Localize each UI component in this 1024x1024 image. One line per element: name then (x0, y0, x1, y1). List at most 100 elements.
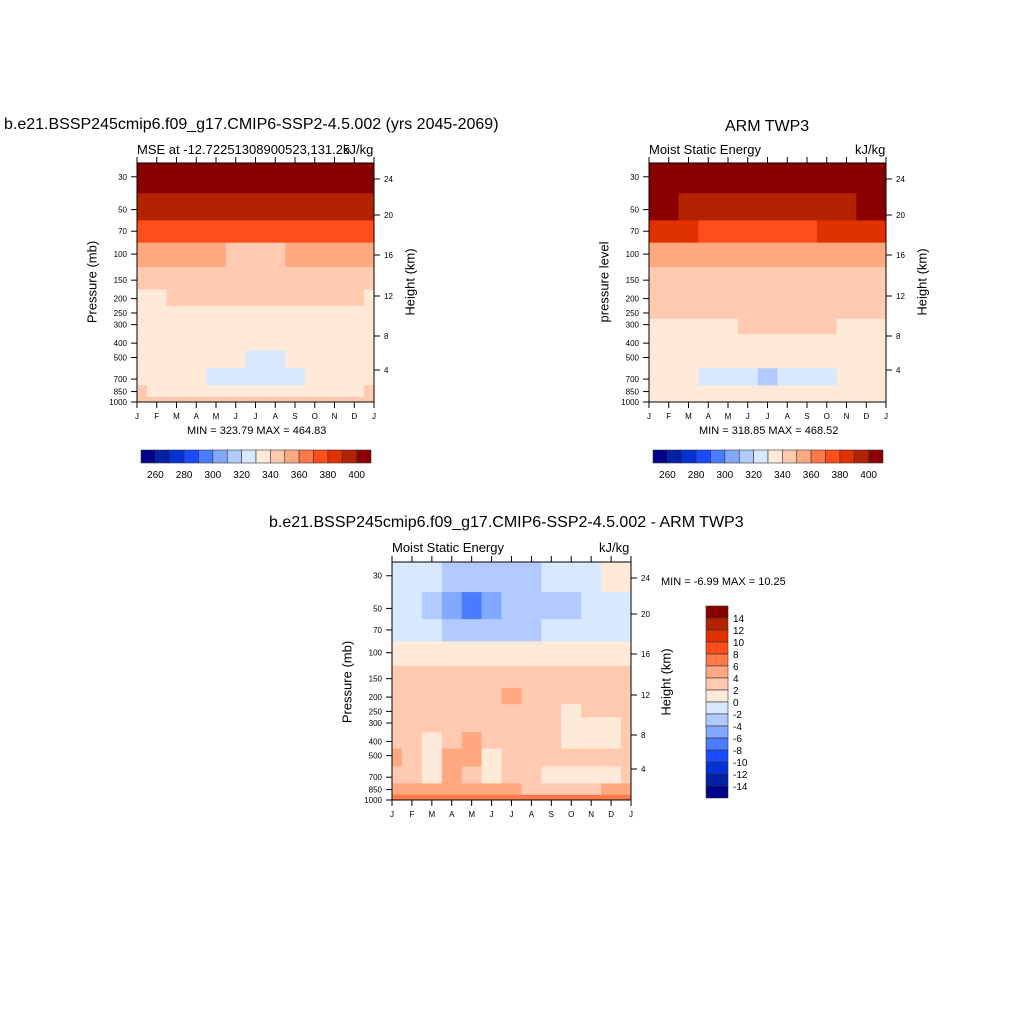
contour-cell (186, 396, 207, 403)
contour-cell (364, 350, 375, 369)
contour-cell (621, 641, 632, 667)
contour-cell (461, 687, 483, 705)
contour-cell (245, 163, 266, 194)
contour-cell (392, 794, 403, 801)
x-tick-label: M (213, 412, 220, 421)
contour-cell (521, 665, 542, 689)
contour-cell (441, 717, 463, 733)
x-tick-label: J (135, 412, 139, 421)
contour-cell (816, 333, 838, 351)
contour-cell (561, 641, 582, 667)
contour-cell (206, 396, 227, 403)
x-tick-label: J (390, 810, 394, 819)
contour-cell (658, 385, 680, 398)
contour-cell (344, 289, 365, 307)
contour-cell (621, 732, 632, 750)
contour-cell (481, 592, 503, 620)
contour-cell (649, 267, 660, 290)
contour-cell (421, 748, 443, 767)
colorbar-label: 6 (733, 662, 739, 673)
y-tick-label: 500 (626, 353, 640, 362)
contour-cell (304, 368, 326, 386)
colorbar-label: 360 (291, 470, 308, 481)
contour-cell (401, 687, 423, 705)
contour-cell (285, 289, 306, 307)
colorbar-label: 300 (205, 470, 222, 481)
contour-cell (344, 305, 365, 320)
contour-cell (816, 289, 838, 307)
contour-cell (265, 368, 286, 386)
contour-cell (285, 305, 306, 320)
contour-cell (265, 305, 286, 320)
contour-cell (541, 687, 562, 705)
contour-cell (206, 289, 227, 307)
contour-cell (344, 242, 365, 268)
contour-cell (561, 619, 582, 642)
contour-cell (186, 385, 207, 398)
y-tick-right-label: 20 (896, 211, 905, 220)
colorbar-box (667, 449, 683, 464)
contour-cell (344, 350, 365, 369)
contour-cell (797, 368, 818, 386)
contour-cell (324, 385, 345, 398)
contour-cell (777, 267, 798, 290)
colorbar-label: 400 (348, 470, 365, 481)
x-tick-label: M (428, 810, 435, 819)
contour-cell (501, 665, 522, 689)
y-tick-label: 200 (626, 295, 640, 304)
panel3-units: kJ/kg (599, 540, 630, 555)
contour-cell (501, 562, 522, 593)
contour-cell (461, 592, 483, 620)
contour-cell (225, 350, 247, 369)
contour-cell (601, 748, 622, 767)
contour-cell (245, 333, 266, 351)
contour-cell (146, 318, 168, 335)
x-tick-label: A (785, 412, 791, 421)
x-tick-label: O (312, 412, 318, 421)
contour-cell (581, 704, 602, 718)
contour-cell (285, 385, 306, 398)
contour-cell (421, 783, 443, 796)
contour-cell (206, 163, 227, 194)
contour-cell (392, 704, 403, 718)
contour-cell (245, 193, 266, 221)
colorbar-label: -8 (733, 746, 742, 757)
y-tick-label: 200 (369, 693, 383, 702)
y-tick-label: 700 (626, 375, 640, 384)
contour-cell (737, 163, 759, 194)
contour-cell (461, 704, 483, 718)
contour-cell (836, 368, 857, 386)
x-tick-label: O (824, 412, 830, 421)
contour-cell (777, 368, 798, 386)
contour-cell (561, 766, 582, 784)
colorbar-label: 12 (733, 626, 745, 637)
contour-cell (401, 562, 423, 593)
contour-cell (521, 783, 542, 796)
contour-cell (757, 289, 778, 307)
contour-cell (421, 704, 443, 718)
colorbar-label: 340 (774, 470, 791, 481)
y-tick-right-label: 12 (896, 292, 905, 301)
contour-cell (421, 766, 443, 784)
contour-cell (621, 766, 632, 784)
contour-cell (146, 242, 168, 268)
contour-cell (581, 665, 602, 689)
colorbar-box (270, 449, 286, 464)
y-tick-label: 70 (630, 227, 639, 236)
contour-cell (856, 318, 877, 335)
contour-cell (344, 318, 365, 335)
colorbar-box (796, 449, 812, 464)
contour-cell (225, 193, 247, 221)
y-tick-label: 850 (114, 388, 128, 397)
contour-cell (777, 385, 798, 398)
contour-cell (876, 305, 887, 320)
y-tick-label: 150 (626, 276, 640, 285)
contour-cell (186, 163, 207, 194)
contour-cell (876, 289, 887, 307)
contour-cell (206, 350, 227, 369)
y-tick-right-label: 12 (641, 691, 650, 700)
y-tick-label: 50 (118, 206, 127, 215)
contour-cell (541, 766, 562, 784)
contour-cell (581, 619, 602, 642)
y-tick-label: 100 (626, 250, 640, 259)
